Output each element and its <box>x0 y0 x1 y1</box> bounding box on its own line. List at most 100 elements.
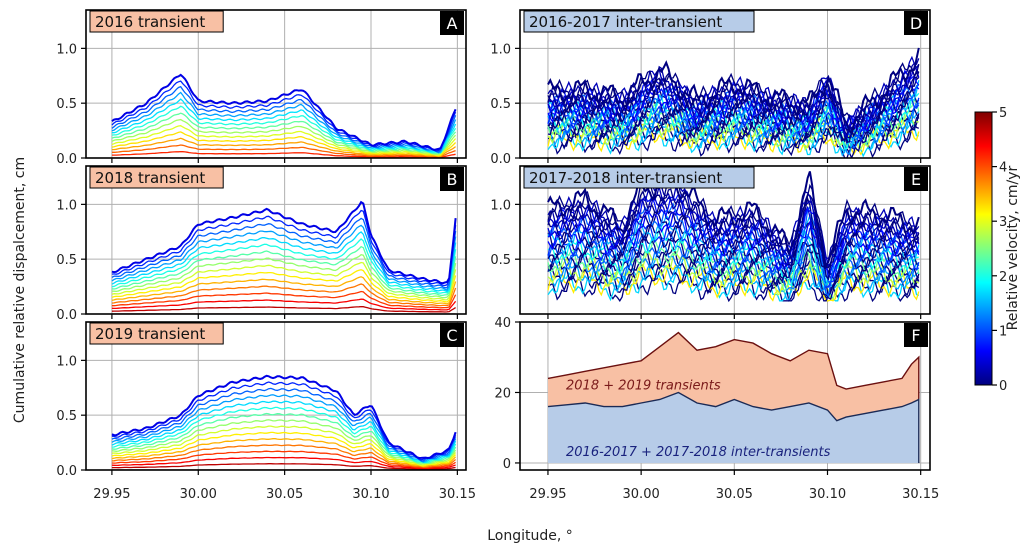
panel-letter-box <box>440 167 464 191</box>
series-line <box>547 55 920 132</box>
x-tick-label: 30.00 <box>180 487 217 502</box>
series-line <box>547 175 920 269</box>
panel-title-box <box>89 322 224 345</box>
panel-letter: D <box>910 14 922 33</box>
series-line <box>111 425 457 466</box>
panel-title: 2016-2017 inter-transient <box>529 13 722 31</box>
colorbar-gradient <box>974 111 993 386</box>
series-line <box>111 444 457 468</box>
panel-letter-box <box>904 11 928 35</box>
y-tick-label: 0.5 <box>490 253 511 268</box>
colorbar-tick-label: 1 <box>999 324 1007 339</box>
panel-letter-box <box>440 11 464 35</box>
colorbar-tick-label: 5 <box>999 106 1007 121</box>
axes-frame <box>85 165 467 315</box>
panel-title-box <box>89 166 224 189</box>
panel-title: 2017-2018 inter-transient <box>529 169 722 187</box>
series-line <box>111 150 456 158</box>
series-line <box>111 269 457 303</box>
series-line <box>111 112 457 155</box>
series-line <box>111 381 457 461</box>
y-tick-label: 1.0 <box>56 198 77 213</box>
plot-area-F <box>547 331 920 463</box>
plot-area-C <box>111 374 457 470</box>
series-line <box>111 276 457 305</box>
y-tick-label: 0.0 <box>490 152 511 167</box>
x-tick-label: 30.00 <box>623 487 660 502</box>
panel-B: 0.0 0.5 1.0 2018 transient B <box>56 165 467 323</box>
colorbar: 0 1 2 3 4 5 Relative velocity, cm/yr <box>974 106 1021 394</box>
panel-title: 2016 transient <box>95 13 205 31</box>
series-line <box>547 213 920 287</box>
y-tick-label: 0.5 <box>56 253 77 268</box>
panel-letter: C <box>446 326 457 345</box>
series-line <box>111 387 457 462</box>
x-tick-label: 30.05 <box>266 487 303 502</box>
series-line <box>111 137 456 157</box>
x-tick-label: 30.10 <box>352 487 389 502</box>
series-line <box>111 305 456 313</box>
y-tick-label: 0.5 <box>490 97 511 112</box>
x-tick-label: 29.95 <box>529 487 566 502</box>
series-line <box>547 249 920 301</box>
series-line <box>111 73 457 151</box>
x-axis-label: Longitude, ° <box>487 528 573 544</box>
series-line <box>111 450 456 469</box>
series-line <box>547 58 920 138</box>
series-line <box>111 80 457 152</box>
plot-area-E <box>547 170 920 303</box>
area-edge <box>547 391 920 463</box>
panel-title: 2018 transient <box>95 169 205 187</box>
series-line <box>111 224 457 291</box>
series-line <box>547 62 920 128</box>
series-line <box>111 209 457 287</box>
series-line <box>547 181 920 260</box>
series-line <box>547 237 920 294</box>
plot-area-D <box>547 47 920 158</box>
axes-frame <box>85 9 467 159</box>
series-line <box>111 394 457 463</box>
colorbar-tick-label: 0 <box>999 379 1007 394</box>
panel-title-box <box>89 10 224 33</box>
series-line <box>111 217 457 289</box>
series-line <box>547 196 920 270</box>
panel-D: 0.0 0.5 1.0 2016-2017 inter-transient D <box>490 9 931 167</box>
series-line <box>111 283 457 307</box>
series-line <box>111 456 456 470</box>
series-line <box>547 258 920 302</box>
series-line <box>111 125 457 156</box>
series-line <box>111 238 457 294</box>
series-line <box>111 412 457 464</box>
series-line <box>111 438 457 468</box>
series-line <box>111 374 457 460</box>
colorbar-ticks: 0 1 2 3 4 5 <box>992 106 1007 394</box>
y-tick-label: 0.0 <box>56 308 77 323</box>
x-tick-label: 30.05 <box>716 487 753 502</box>
panel-A: 0.0 0.5 1.0 2016 transient A <box>56 9 467 167</box>
annotation-inter-transients: 2016-2017 + 2017-2018 inter-transients <box>566 445 831 460</box>
y-tick-label: 20 <box>494 386 511 401</box>
x-tick-label: 30.15 <box>902 487 939 502</box>
series-line <box>547 268 920 303</box>
y-tick-label: 1.0 <box>490 198 511 213</box>
y-tick-label: 0 <box>503 457 511 472</box>
panel-title-box <box>523 166 755 189</box>
series-line <box>547 170 920 269</box>
series-line <box>111 144 456 158</box>
colorbar-tick-label: 2 <box>999 270 1007 285</box>
y-tick-label: 1.0 <box>56 354 77 369</box>
plot-area-A <box>111 73 457 158</box>
axes-frame <box>519 165 931 315</box>
panel-letter: E <box>911 170 921 189</box>
panels: 0.0 0.5 1.0 2016 transient A 0.0 0.5 1.0 2018 tr… <box>56 9 939 502</box>
y-tick-label: 0.5 <box>56 97 77 112</box>
series-line <box>111 290 457 309</box>
panel-letter-box <box>904 167 928 191</box>
series-line <box>547 47 920 136</box>
panel-F: 2018 + 2019 transients 2016-2017 + 2017-2… <box>494 316 939 502</box>
y-tick-label: 40 <box>494 316 511 331</box>
series-line <box>547 202 920 284</box>
series-line <box>111 261 457 301</box>
series-line <box>111 231 457 293</box>
